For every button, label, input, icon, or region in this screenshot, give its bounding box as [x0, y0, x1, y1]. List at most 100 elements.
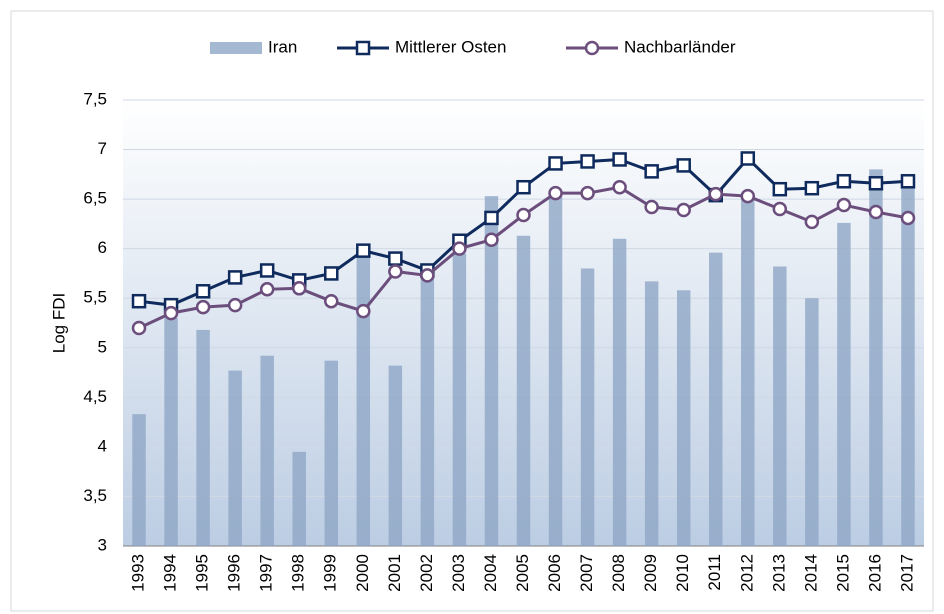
bar — [805, 298, 819, 546]
marker — [388, 264, 403, 279]
marker — [259, 263, 275, 278]
bar — [837, 222, 851, 547]
x-tick-label: 2010 — [673, 554, 692, 592]
marker — [676, 202, 691, 218]
marker — [868, 204, 884, 220]
bar — [388, 365, 403, 546]
marker — [868, 176, 884, 191]
marker — [131, 320, 147, 336]
x-tick-label: 2002 — [417, 554, 436, 592]
y-tick-label: 7 — [98, 139, 107, 158]
bar — [869, 169, 883, 546]
bar — [228, 370, 242, 546]
marker — [356, 243, 371, 258]
marker — [900, 210, 916, 226]
marker — [452, 241, 467, 256]
marker — [388, 251, 403, 266]
legend-label: Iran — [268, 37, 297, 56]
bar — [901, 184, 915, 546]
bar — [324, 360, 338, 546]
bar — [196, 329, 210, 546]
bar — [356, 253, 371, 546]
marker — [676, 158, 691, 173]
x-tick-label: 1994 — [161, 554, 180, 592]
y-axis-label: Log FDI — [49, 293, 68, 353]
marker — [356, 303, 371, 319]
bar — [164, 318, 178, 546]
marker — [612, 179, 627, 195]
x-tick-label: 2009 — [641, 554, 660, 592]
marker — [644, 164, 659, 179]
marker — [324, 293, 339, 309]
legend-label: Nachbarländer — [624, 37, 736, 56]
marker — [580, 154, 595, 169]
legend-label: Mittlerer Osten — [395, 37, 506, 56]
x-tick-label: 1999 — [321, 554, 340, 592]
marker — [324, 266, 339, 281]
y-tick-label: 5 — [98, 337, 107, 356]
bar — [420, 273, 435, 546]
y-tick-label: 6 — [98, 238, 107, 257]
y-tick-label: 3 — [98, 535, 107, 554]
marker — [548, 156, 563, 171]
bar — [452, 253, 467, 546]
marker — [772, 181, 788, 197]
x-tick-label: 2017 — [897, 554, 916, 592]
y-tick-label: 6,5 — [83, 189, 107, 208]
marker — [484, 232, 499, 247]
bar — [548, 194, 563, 546]
marker — [644, 199, 659, 215]
y-tick-label: 4 — [98, 436, 107, 455]
y-tick-label: 4,5 — [83, 387, 107, 406]
marker — [900, 174, 916, 189]
y-tick-label: 3,5 — [83, 486, 107, 505]
marker — [836, 197, 852, 213]
marker — [612, 152, 627, 167]
legend-marker — [355, 40, 371, 56]
marker — [195, 299, 211, 315]
x-tick-label: 1995 — [193, 554, 212, 592]
x-tick-label: 2008 — [609, 554, 628, 592]
marker — [580, 185, 595, 201]
x-tick-label: 2000 — [353, 554, 372, 592]
x-tick-label: 2003 — [449, 554, 468, 592]
marker — [227, 270, 243, 285]
y-tick-label: 7,5 — [83, 89, 107, 108]
bar — [132, 414, 146, 546]
marker — [740, 151, 756, 166]
x-tick-label: 2014 — [801, 554, 820, 592]
bar — [612, 238, 627, 546]
marker — [227, 297, 243, 313]
x-tick-label: 1997 — [257, 554, 276, 592]
x-tick-label: 2005 — [513, 554, 532, 592]
marker — [740, 188, 756, 204]
x-tick-label: 2004 — [481, 554, 500, 592]
bar — [676, 290, 691, 546]
x-tick-label: 2015 — [833, 554, 852, 592]
x-tick-label: 1996 — [225, 554, 244, 592]
marker — [163, 305, 179, 321]
bar — [644, 281, 659, 546]
bar — [484, 196, 499, 547]
legend-marker — [584, 40, 600, 56]
x-tick-label: 2013 — [769, 554, 788, 592]
bar — [260, 355, 274, 546]
marker — [484, 210, 499, 226]
marker — [195, 284, 211, 299]
marker — [804, 180, 820, 196]
bar — [580, 268, 595, 546]
x-tick-label: 1998 — [289, 554, 308, 592]
marker — [420, 268, 435, 283]
x-tick-label: 1993 — [129, 554, 148, 592]
marker — [708, 186, 723, 202]
marker — [516, 179, 531, 195]
marker — [259, 282, 275, 297]
marker — [131, 293, 147, 309]
x-tick-label: 2006 — [545, 554, 564, 592]
y-tick-label: 5,5 — [83, 288, 107, 307]
marker — [836, 174, 852, 189]
x-tick-label: 2012 — [737, 554, 756, 592]
x-tick-label: 2016 — [865, 554, 884, 592]
x-tick-label: 2007 — [577, 554, 596, 592]
